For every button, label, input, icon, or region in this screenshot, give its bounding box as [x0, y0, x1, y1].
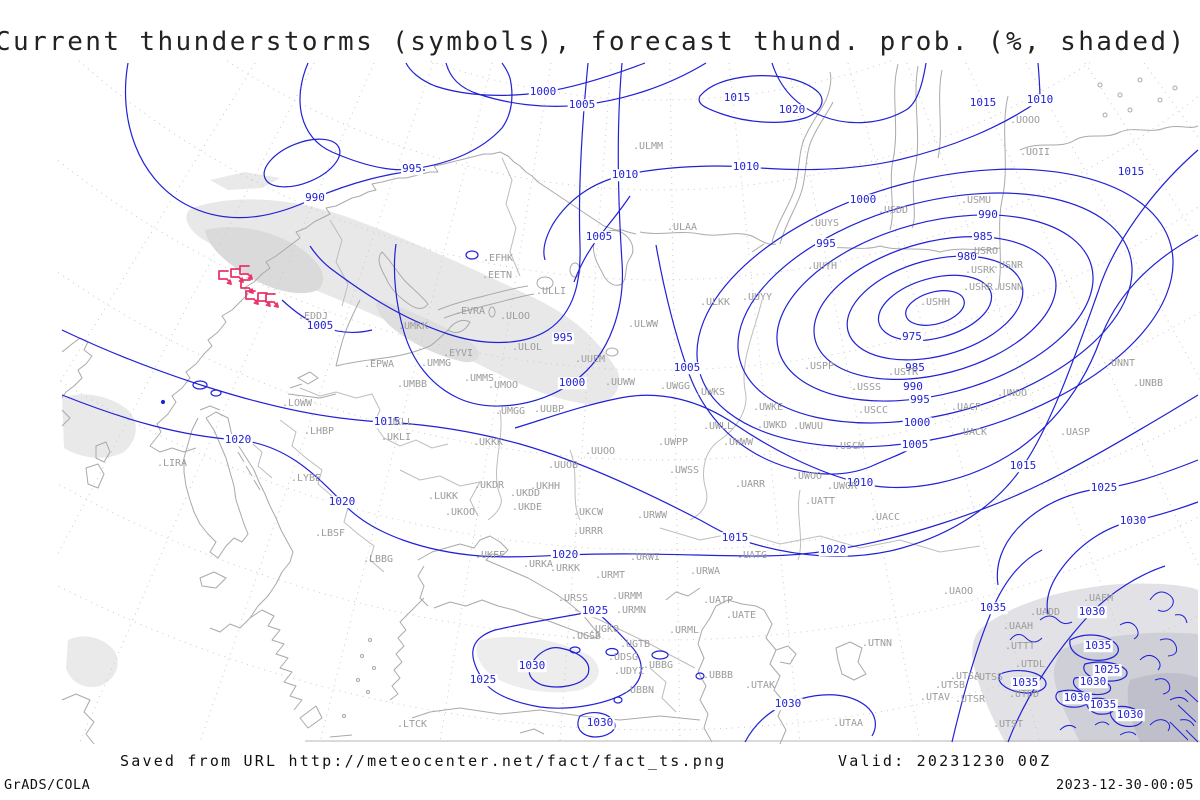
valid-time-label: Valid: 20231230 00Z [838, 752, 1052, 770]
border-layer [247, 157, 981, 713]
saved-url-caption: Saved from URL http://meteocenter.net/fa… [120, 752, 727, 770]
grads-credit: GrADS/COLA [4, 777, 91, 793]
coastline-layer [61, 63, 1199, 745]
map-title: Current thunderstorms (symbols), forecas… [0, 27, 1187, 57]
render-timestamp: 2023-12-30-00:05 [1055, 777, 1194, 793]
thunderstorm-symbol [257, 292, 271, 307]
terrain-contour-clutter [1009, 591, 1199, 743]
thunderstorm-symbol [218, 270, 232, 285]
